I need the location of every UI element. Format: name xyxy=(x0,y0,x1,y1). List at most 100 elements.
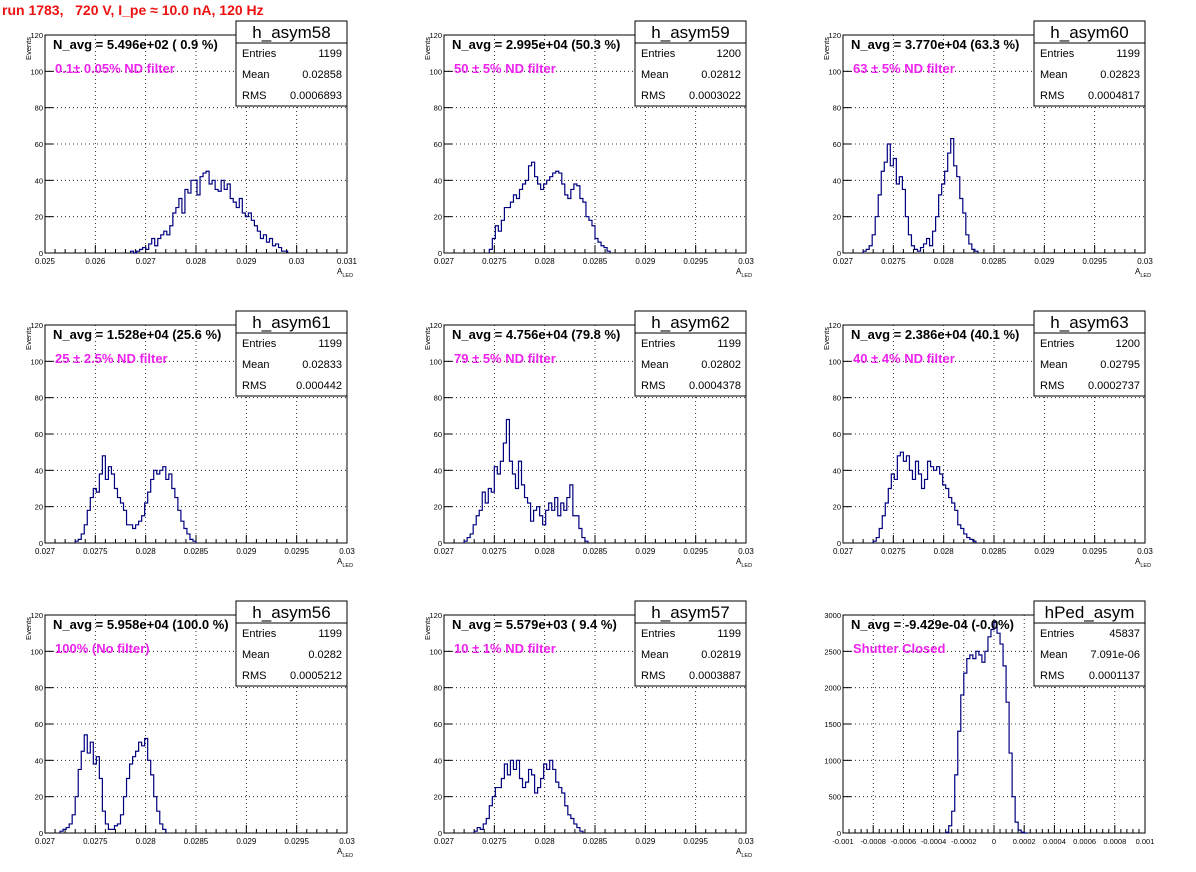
histogram-title: h_asym56 xyxy=(252,603,330,622)
n-avg-label: N_avg = 5.496e+02 ( 0.9 %) xyxy=(53,37,218,52)
y-tick-label: 0 xyxy=(39,539,43,548)
y-tick-label: 2000 xyxy=(824,684,841,693)
stats-value-mean: 0.02795 xyxy=(1100,359,1140,371)
x-tick-label: 0.0295 xyxy=(1082,547,1107,556)
x-tick-label: 0.028 xyxy=(934,547,955,556)
x-tick-label: 0.0295 xyxy=(683,257,708,266)
x-tick-label: 0.027 xyxy=(35,547,56,556)
stats-value-entries: 1199 xyxy=(717,338,741,350)
y-tick-label: 60 xyxy=(35,140,43,149)
y-axis-title: Events xyxy=(822,37,831,60)
n-avg-label: N_avg = 2.386e+04 (40.1 %) xyxy=(851,327,1019,342)
histogram-line xyxy=(473,759,584,833)
y-tick-label: 120 xyxy=(429,611,442,620)
x-tick-label: 0.029 xyxy=(635,257,656,266)
y-tick-label: 100 xyxy=(429,67,442,76)
y-tick-label: 60 xyxy=(833,430,841,439)
y-tick-label: 40 xyxy=(35,756,43,765)
x-tick-label: 0.029 xyxy=(236,547,257,556)
stats-label: Mean xyxy=(1040,359,1068,371)
histogram-line xyxy=(872,451,977,543)
filter-annotation: 79 ± 5% ND filter xyxy=(454,351,556,366)
stats-label: Mean xyxy=(641,69,669,81)
stats-label: Entries xyxy=(242,338,277,350)
histogram-line xyxy=(59,734,167,833)
histogram-line xyxy=(488,161,611,253)
stats-label: RMS xyxy=(1040,90,1064,102)
stats-value-entries: 1199 xyxy=(717,628,741,640)
y-tick-label: 1000 xyxy=(824,756,841,765)
y-tick-label: 20 xyxy=(434,213,442,222)
stats-label: Mean xyxy=(242,69,270,81)
x-tick-label: 0.0275 xyxy=(83,837,108,846)
histogram-title: h_asym60 xyxy=(1050,23,1128,42)
x-tick-label: 0.001 xyxy=(1136,837,1155,846)
filter-annotation: 100% (No filter) xyxy=(55,641,150,656)
y-tick-label: 80 xyxy=(35,684,43,693)
x-tick-label: 0.03 xyxy=(339,837,355,846)
y-tick-label: 120 xyxy=(828,321,841,330)
x-tick-label: 0.0285 xyxy=(583,837,608,846)
x-tick-label: 0.029 xyxy=(635,547,656,556)
stats-value-rms: 0.0003887 xyxy=(689,670,741,682)
x-tick-label: -0.0002 xyxy=(951,837,976,846)
filter-annotation: 63 ± 5% ND filter xyxy=(853,61,955,76)
stats-label: RMS xyxy=(1040,670,1064,682)
x-axis-title: ALED xyxy=(736,847,752,859)
y-tick-label: 0 xyxy=(438,249,442,258)
x-tick-label: 0.027 xyxy=(136,257,157,266)
y-tick-label: 80 xyxy=(35,104,43,113)
stats-value-mean: 0.0282 xyxy=(308,649,342,661)
y-tick-label: 120 xyxy=(828,31,841,40)
y-axis-title: Events xyxy=(24,617,33,640)
stats-box xyxy=(634,42,747,107)
x-tick-label: 0.0275 xyxy=(881,257,906,266)
y-tick-label: 40 xyxy=(434,756,442,765)
x-axis-title: ALED xyxy=(736,267,752,279)
stats-box xyxy=(634,622,747,687)
y-tick-label: 100 xyxy=(429,647,442,656)
x-axis-title: ALED xyxy=(337,847,353,859)
run-title: run 1783, 720 V, I_pe ≈ 10.0 nA, 120 Hz xyxy=(2,2,264,18)
y-tick-label: 100 xyxy=(30,647,43,656)
stats-label: Entries xyxy=(641,628,676,640)
x-tick-label: 0.025 xyxy=(35,257,56,266)
histogram-line xyxy=(463,418,589,543)
histogram-title: h_asym59 xyxy=(651,23,729,42)
x-tick-label: -0.0006 xyxy=(891,837,916,846)
x-tick-label: 0.029 xyxy=(1034,257,1055,266)
x-tick-label: 0.028 xyxy=(934,257,955,266)
stats-label: RMS xyxy=(641,90,665,102)
histogram-title: h_asym62 xyxy=(651,313,729,332)
x-tick-label: 0.029 xyxy=(236,257,257,266)
stats-box xyxy=(1033,332,1146,397)
stats-label: Mean xyxy=(1040,649,1068,661)
stats-value-entries: 1199 xyxy=(318,338,342,350)
histogram-line xyxy=(74,455,197,543)
n-avg-label: N_avg = 2.995e+04 (50.3 %) xyxy=(452,37,620,52)
y-axis-title: Events xyxy=(423,327,432,350)
histogram-title: h_asym58 xyxy=(252,23,330,42)
x-tick-label: 0.027 xyxy=(833,257,854,266)
y-tick-label: 20 xyxy=(833,213,841,222)
y-tick-label: 40 xyxy=(833,466,841,475)
y-tick-label: 2500 xyxy=(824,647,841,656)
x-tick-label: 0.0004 xyxy=(1043,837,1066,846)
y-axis-title: Events xyxy=(423,37,432,60)
y-tick-label: 120 xyxy=(429,31,442,40)
y-tick-label: 20 xyxy=(434,793,442,802)
x-tick-label: 0.0295 xyxy=(284,547,309,556)
stats-value-mean: 0.02833 xyxy=(302,359,342,371)
x-axis-title: ALED xyxy=(337,267,353,279)
y-tick-label: 60 xyxy=(434,140,442,149)
stats-value-rms: 0.0004378 xyxy=(689,380,741,392)
y-tick-label: 20 xyxy=(35,793,43,802)
y-tick-label: 40 xyxy=(434,176,442,185)
stats-label: Mean xyxy=(641,649,669,661)
stats-label: Mean xyxy=(641,359,669,371)
y-tick-label: 120 xyxy=(30,321,43,330)
stats-value-rms: 0.0002737 xyxy=(1088,380,1140,392)
x-tick-label: 0.03 xyxy=(738,547,754,556)
y-tick-label: 100 xyxy=(30,357,43,366)
stats-value-mean: 0.02858 xyxy=(302,69,342,81)
